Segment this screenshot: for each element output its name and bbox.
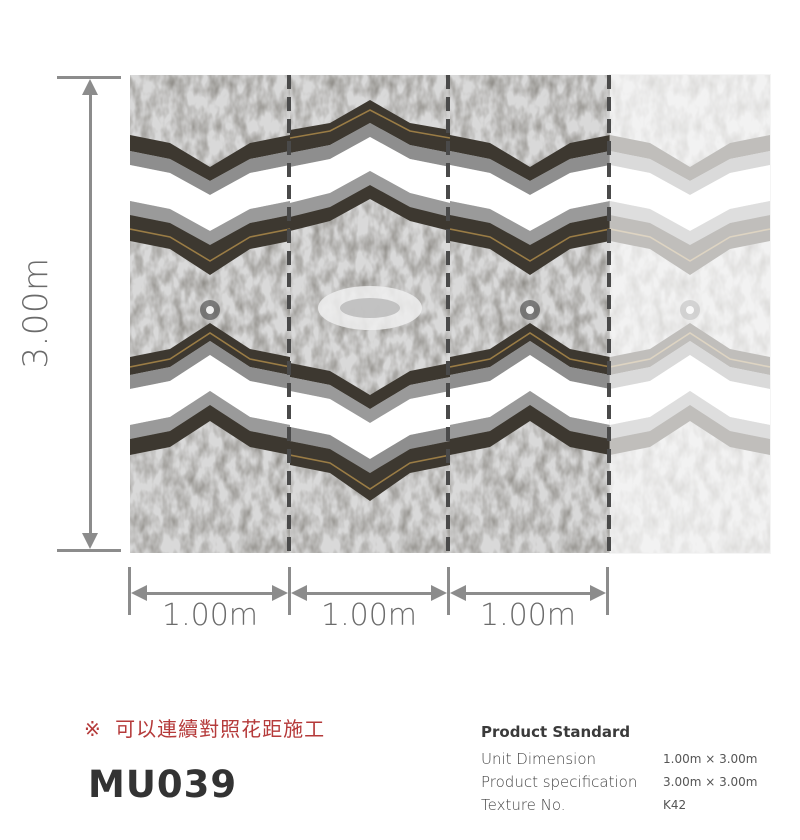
arrow-right-icon bbox=[431, 585, 447, 601]
spec-key: Product specification bbox=[481, 772, 638, 791]
dimension-line-horizontal bbox=[140, 592, 278, 595]
arrow-left-icon bbox=[291, 585, 307, 601]
width-label-3: 1.00m bbox=[479, 598, 577, 633]
product-standard-table: Product Standard Unit Dimension 1.00m × … bbox=[481, 723, 781, 816]
arrow-right-icon bbox=[272, 585, 288, 601]
dimension-tick bbox=[128, 567, 131, 615]
marble-panel-1 bbox=[130, 75, 290, 553]
spec-row-unit-dimension: Unit Dimension 1.00m × 3.00m bbox=[481, 747, 781, 770]
width-label-2: 1.00m bbox=[320, 598, 418, 633]
marble-panel-4-faded bbox=[609, 74, 771, 554]
arrow-up-icon bbox=[82, 79, 98, 95]
installation-note: ※ 可以連續對照花距施工 bbox=[84, 713, 325, 742]
dimension-line-horizontal bbox=[300, 592, 437, 595]
dimension-line-vertical bbox=[89, 90, 92, 538]
reference-mark-icon: ※ bbox=[84, 717, 102, 741]
spec-key: Unit Dimension bbox=[481, 749, 597, 768]
dimension-tick-top bbox=[57, 76, 121, 79]
height-label-text: 3.00m bbox=[16, 257, 56, 369]
installation-note-text: 可以連續對照花距施工 bbox=[115, 717, 326, 741]
spec-row-product-specification: Product specification 3.00m × 3.00m bbox=[481, 770, 781, 793]
width-label-1: 1.00m bbox=[161, 598, 259, 633]
panel-seam-divider bbox=[287, 75, 291, 553]
arrow-left-icon bbox=[131, 585, 147, 601]
panel-seam-divider bbox=[446, 75, 450, 553]
spec-title: Product Standard bbox=[481, 723, 631, 741]
dimension-line-horizontal bbox=[459, 592, 596, 595]
spec-value: 3.00m × 3.00m bbox=[663, 774, 758, 789]
dimension-tick bbox=[288, 567, 291, 615]
spec-key: Texture No. bbox=[481, 795, 566, 814]
product-code: MU039 bbox=[88, 763, 238, 806]
marble-panel-2 bbox=[290, 75, 450, 553]
marble-wall-preview bbox=[130, 74, 771, 554]
spec-value: K42 bbox=[663, 797, 687, 812]
marble-texture-image bbox=[610, 75, 770, 553]
arrow-down-icon bbox=[82, 533, 98, 549]
arrow-right-icon bbox=[590, 585, 606, 601]
marble-texture-image bbox=[130, 75, 290, 553]
marble-texture-image bbox=[450, 75, 610, 553]
marble-panel-3 bbox=[450, 75, 610, 553]
panel-seam-divider bbox=[607, 75, 611, 553]
dimension-tick bbox=[447, 567, 450, 615]
spec-row-texture-no: Texture No. K42 bbox=[481, 793, 781, 816]
spec-value: 1.00m × 3.00m bbox=[663, 751, 758, 766]
marble-texture-image bbox=[290, 75, 450, 553]
dimension-tick-bottom bbox=[57, 549, 121, 552]
dimension-tick bbox=[606, 567, 609, 615]
arrow-left-icon bbox=[450, 585, 466, 601]
